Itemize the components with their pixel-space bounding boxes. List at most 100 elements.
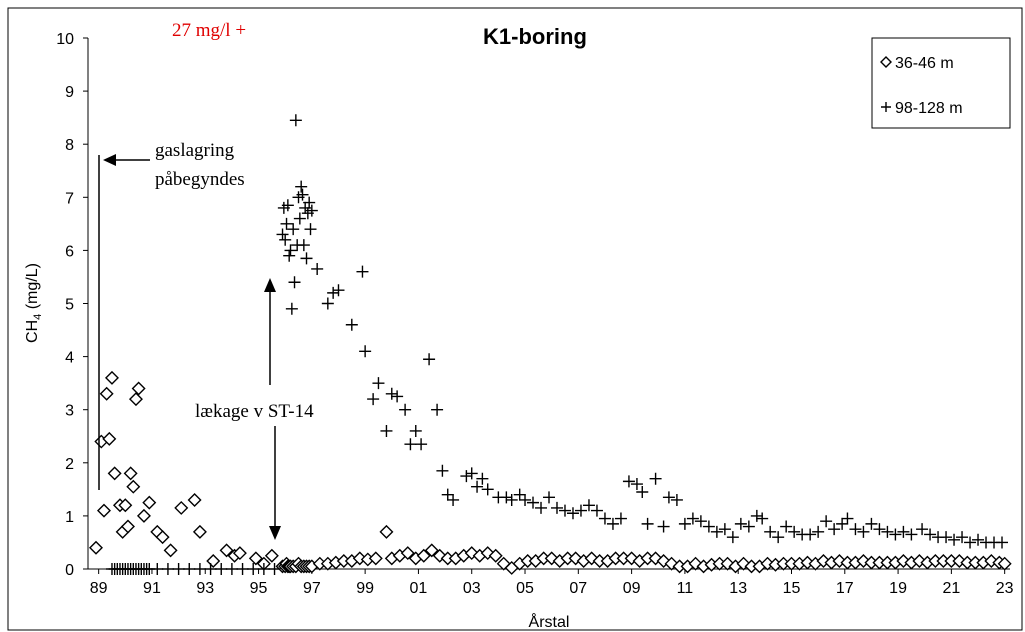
point bbox=[905, 528, 918, 541]
y-tick-label: 1 bbox=[65, 509, 74, 526]
point bbox=[760, 556, 775, 571]
point bbox=[89, 540, 103, 555]
point bbox=[99, 386, 114, 401]
point bbox=[163, 543, 178, 558]
point bbox=[296, 188, 309, 201]
point bbox=[436, 464, 449, 477]
y-tick-label: 5 bbox=[65, 297, 74, 314]
point bbox=[788, 525, 801, 538]
point bbox=[400, 546, 415, 561]
point bbox=[686, 512, 699, 525]
y-tick-label: 4 bbox=[65, 350, 74, 367]
point bbox=[409, 424, 422, 437]
point bbox=[380, 424, 393, 437]
point bbox=[118, 498, 133, 513]
point bbox=[295, 180, 308, 193]
point bbox=[441, 488, 454, 501]
point bbox=[447, 493, 460, 506]
point bbox=[996, 536, 1009, 549]
point bbox=[780, 520, 793, 533]
point bbox=[812, 525, 825, 538]
point bbox=[649, 472, 662, 485]
legend-label: 36-46 m bbox=[895, 55, 954, 72]
y-axis-label-sub: 4 bbox=[32, 314, 44, 320]
point bbox=[155, 530, 170, 545]
point bbox=[303, 196, 316, 209]
point bbox=[293, 212, 306, 225]
point bbox=[281, 199, 294, 212]
point bbox=[590, 504, 603, 517]
x-tick-label: 95 bbox=[250, 580, 268, 597]
y-axis-label-part: CH bbox=[24, 320, 41, 343]
point bbox=[881, 525, 894, 538]
point bbox=[285, 302, 298, 315]
point bbox=[614, 512, 627, 525]
point bbox=[311, 262, 324, 275]
x-tick-label: 93 bbox=[196, 580, 214, 597]
point bbox=[984, 554, 999, 569]
annotation: lækage v ST-14 bbox=[195, 401, 314, 422]
point bbox=[997, 556, 1012, 571]
point bbox=[424, 543, 439, 558]
point bbox=[142, 495, 157, 510]
point bbox=[964, 536, 977, 549]
annotation: 27 mg/l + bbox=[172, 20, 246, 41]
point bbox=[912, 554, 927, 569]
point bbox=[399, 403, 412, 416]
point bbox=[956, 531, 969, 544]
point bbox=[656, 554, 671, 569]
point bbox=[385, 387, 398, 400]
x-tick-label: 05 bbox=[516, 580, 534, 597]
x-tick-label: 09 bbox=[623, 580, 641, 597]
x-tick-label: 07 bbox=[569, 580, 587, 597]
point bbox=[416, 548, 431, 563]
point bbox=[215, 563, 228, 575]
point bbox=[359, 345, 372, 358]
y-tick-label: 9 bbox=[65, 84, 74, 101]
point bbox=[641, 517, 654, 530]
point bbox=[123, 466, 138, 481]
point bbox=[513, 488, 526, 501]
point bbox=[670, 493, 683, 506]
point bbox=[535, 501, 548, 514]
point bbox=[688, 556, 703, 571]
point bbox=[128, 392, 143, 407]
point bbox=[391, 390, 404, 403]
point bbox=[622, 475, 635, 488]
y-tick-label: 3 bbox=[65, 403, 74, 420]
point bbox=[404, 438, 417, 451]
y-tick-label: 6 bbox=[65, 243, 74, 260]
point bbox=[276, 228, 289, 241]
point bbox=[804, 528, 817, 541]
chart-frame bbox=[7, 7, 1023, 631]
point bbox=[662, 491, 675, 504]
point bbox=[648, 551, 663, 566]
legend-marker bbox=[880, 56, 892, 68]
point bbox=[865, 517, 878, 530]
point bbox=[431, 403, 444, 416]
point bbox=[136, 508, 151, 523]
point bbox=[720, 556, 735, 571]
point bbox=[187, 492, 202, 507]
point bbox=[519, 493, 532, 506]
point bbox=[283, 249, 296, 262]
point bbox=[356, 265, 369, 278]
point bbox=[772, 531, 785, 544]
point bbox=[264, 548, 279, 563]
point bbox=[368, 551, 383, 566]
point bbox=[104, 370, 119, 385]
y-tick-label: 8 bbox=[65, 137, 74, 154]
arrow-head bbox=[264, 278, 276, 292]
point bbox=[841, 512, 854, 525]
point bbox=[297, 239, 310, 252]
point bbox=[849, 523, 862, 536]
point bbox=[678, 517, 691, 530]
arrow-head bbox=[103, 154, 116, 166]
point bbox=[897, 525, 910, 538]
point bbox=[606, 517, 619, 530]
point bbox=[582, 499, 595, 512]
point bbox=[236, 563, 249, 575]
point bbox=[432, 548, 447, 563]
point bbox=[372, 377, 385, 390]
point bbox=[624, 551, 639, 566]
